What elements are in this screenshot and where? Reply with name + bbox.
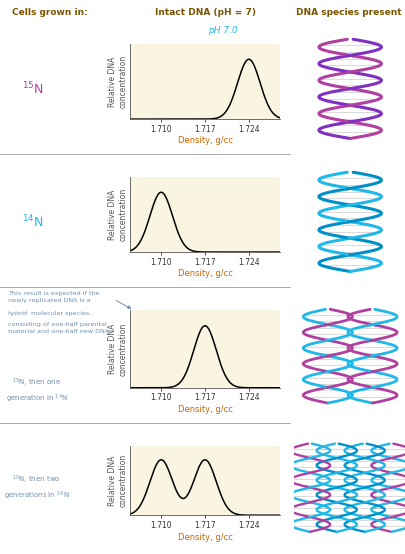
- X-axis label: Density, g/cc: Density, g/cc: [177, 532, 232, 542]
- Text: $^{14}$N: $^{14}$N: [21, 213, 43, 230]
- Text: pH 7.0: pH 7.0: [208, 27, 237, 35]
- Text: $^{15}$N: $^{15}$N: [21, 80, 43, 97]
- Text: Cells grown in:: Cells grown in:: [12, 8, 88, 17]
- Text: hybrid: hybrid: [8, 311, 28, 316]
- Text: consisting of one-half parental
material and one-half new DNA.: consisting of one-half parental material…: [8, 322, 111, 334]
- Text: molecular species,: molecular species,: [29, 311, 92, 316]
- Y-axis label: Relative DNA
concentration: Relative DNA concentration: [107, 322, 127, 376]
- Text: Intact DNA (pH = 7): Intact DNA (pH = 7): [154, 8, 255, 17]
- Text: This result is expected if the
newly replicated DNA is a: This result is expected if the newly rep…: [8, 291, 100, 302]
- X-axis label: Density, g/cc: Density, g/cc: [177, 269, 232, 279]
- Text: $^{15}$N, then one
generation in $^{14}$N: $^{15}$N, then one generation in $^{14}$…: [6, 377, 67, 404]
- X-axis label: Density, g/cc: Density, g/cc: [177, 405, 232, 414]
- Text: $^{15}$N, then two
generations in $^{14}$N: $^{15}$N, then two generations in $^{14}…: [4, 474, 69, 501]
- Y-axis label: Relative DNA
concentration: Relative DNA concentration: [107, 454, 127, 507]
- Y-axis label: Relative DNA
concentration: Relative DNA concentration: [107, 55, 127, 109]
- Y-axis label: Relative DNA
concentration: Relative DNA concentration: [107, 188, 127, 242]
- Text: DNA species present: DNA species present: [296, 8, 401, 17]
- X-axis label: Density, g/cc: Density, g/cc: [177, 136, 232, 146]
